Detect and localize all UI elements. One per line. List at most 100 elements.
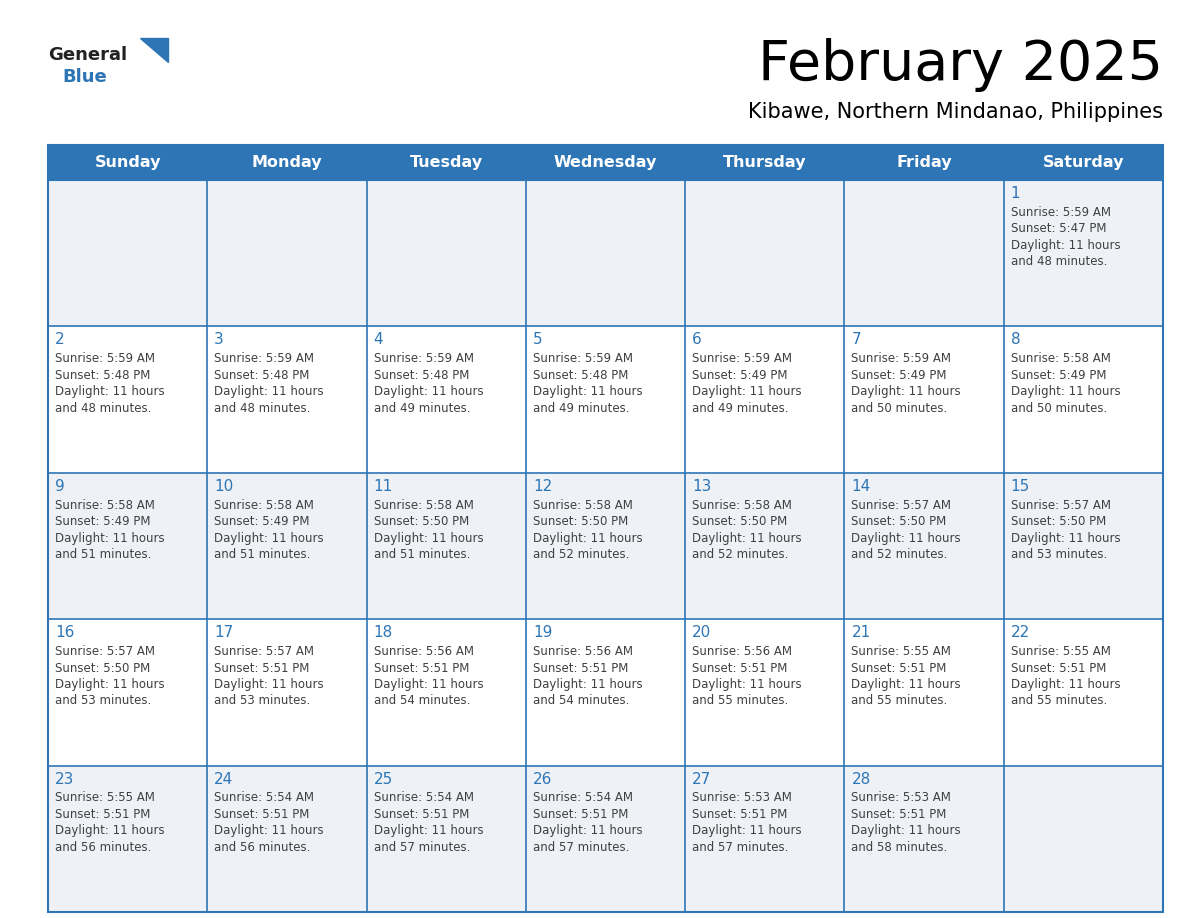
- Text: Daylight: 11 hours: Daylight: 11 hours: [852, 532, 961, 544]
- Text: Sunset: 5:50 PM: Sunset: 5:50 PM: [533, 515, 628, 528]
- Text: 3: 3: [214, 332, 225, 347]
- Text: and 55 minutes.: and 55 minutes.: [852, 695, 948, 708]
- Text: and 55 minutes.: and 55 minutes.: [693, 695, 789, 708]
- Text: Daylight: 11 hours: Daylight: 11 hours: [373, 824, 484, 837]
- Bar: [48, 180, 1163, 327]
- Text: Sunset: 5:48 PM: Sunset: 5:48 PM: [55, 369, 151, 382]
- Text: Daylight: 11 hours: Daylight: 11 hours: [373, 532, 484, 544]
- Text: Sunrise: 5:59 AM: Sunrise: 5:59 AM: [55, 353, 154, 365]
- Text: 12: 12: [533, 479, 552, 494]
- Text: Sunrise: 5:59 AM: Sunrise: 5:59 AM: [533, 353, 633, 365]
- Text: and 53 minutes.: and 53 minutes.: [55, 695, 151, 708]
- Text: 4: 4: [373, 332, 384, 347]
- Text: Sunset: 5:50 PM: Sunset: 5:50 PM: [693, 515, 788, 528]
- Text: Sunday: Sunday: [94, 155, 160, 170]
- Text: Daylight: 11 hours: Daylight: 11 hours: [1011, 386, 1120, 398]
- Text: Daylight: 11 hours: Daylight: 11 hours: [852, 386, 961, 398]
- Text: 2: 2: [55, 332, 64, 347]
- Text: and 50 minutes.: and 50 minutes.: [1011, 402, 1107, 415]
- Text: and 48 minutes.: and 48 minutes.: [214, 402, 310, 415]
- Text: Sunset: 5:51 PM: Sunset: 5:51 PM: [693, 662, 788, 675]
- Text: and 54 minutes.: and 54 minutes.: [373, 695, 470, 708]
- Text: Sunrise: 5:58 AM: Sunrise: 5:58 AM: [533, 498, 633, 511]
- Text: Sunset: 5:48 PM: Sunset: 5:48 PM: [373, 369, 469, 382]
- Text: Sunrise: 5:56 AM: Sunrise: 5:56 AM: [373, 645, 474, 658]
- Text: 23: 23: [55, 772, 75, 787]
- Text: and 57 minutes.: and 57 minutes.: [373, 841, 470, 854]
- Text: and 56 minutes.: and 56 minutes.: [55, 841, 151, 854]
- Text: Daylight: 11 hours: Daylight: 11 hours: [373, 678, 484, 691]
- Text: Sunset: 5:49 PM: Sunset: 5:49 PM: [55, 515, 151, 528]
- Text: 19: 19: [533, 625, 552, 640]
- Text: Sunset: 5:51 PM: Sunset: 5:51 PM: [214, 662, 310, 675]
- Text: Sunset: 5:49 PM: Sunset: 5:49 PM: [1011, 369, 1106, 382]
- Text: Sunset: 5:51 PM: Sunset: 5:51 PM: [693, 808, 788, 821]
- Text: Daylight: 11 hours: Daylight: 11 hours: [214, 532, 324, 544]
- Text: Daylight: 11 hours: Daylight: 11 hours: [852, 824, 961, 837]
- Text: 9: 9: [55, 479, 65, 494]
- Text: and 50 minutes.: and 50 minutes.: [852, 402, 948, 415]
- Text: Daylight: 11 hours: Daylight: 11 hours: [1011, 678, 1120, 691]
- Text: and 52 minutes.: and 52 minutes.: [852, 548, 948, 561]
- Text: Daylight: 11 hours: Daylight: 11 hours: [55, 386, 165, 398]
- Polygon shape: [140, 38, 168, 62]
- Text: Sunrise: 5:55 AM: Sunrise: 5:55 AM: [55, 791, 154, 804]
- Text: Sunset: 5:48 PM: Sunset: 5:48 PM: [214, 369, 310, 382]
- Text: 1: 1: [1011, 186, 1020, 201]
- Text: Daylight: 11 hours: Daylight: 11 hours: [533, 824, 643, 837]
- Text: 14: 14: [852, 479, 871, 494]
- Text: Daylight: 11 hours: Daylight: 11 hours: [693, 824, 802, 837]
- Text: 21: 21: [852, 625, 871, 640]
- Text: Sunrise: 5:54 AM: Sunrise: 5:54 AM: [533, 791, 633, 804]
- Text: Sunrise: 5:57 AM: Sunrise: 5:57 AM: [214, 645, 315, 658]
- Text: and 52 minutes.: and 52 minutes.: [693, 548, 789, 561]
- Text: Sunrise: 5:59 AM: Sunrise: 5:59 AM: [373, 353, 474, 365]
- Text: Daylight: 11 hours: Daylight: 11 hours: [852, 678, 961, 691]
- Text: Sunset: 5:51 PM: Sunset: 5:51 PM: [55, 808, 151, 821]
- Text: Sunset: 5:50 PM: Sunset: 5:50 PM: [852, 515, 947, 528]
- Text: and 56 minutes.: and 56 minutes.: [214, 841, 310, 854]
- Text: and 49 minutes.: and 49 minutes.: [373, 402, 470, 415]
- Text: and 49 minutes.: and 49 minutes.: [533, 402, 630, 415]
- Text: and 58 minutes.: and 58 minutes.: [852, 841, 948, 854]
- Text: and 48 minutes.: and 48 minutes.: [1011, 255, 1107, 268]
- Text: 5: 5: [533, 332, 543, 347]
- Text: Sunrise: 5:54 AM: Sunrise: 5:54 AM: [373, 791, 474, 804]
- Text: Daylight: 11 hours: Daylight: 11 hours: [533, 386, 643, 398]
- Bar: [48, 145, 1163, 912]
- Text: 8: 8: [1011, 332, 1020, 347]
- Text: Sunrise: 5:58 AM: Sunrise: 5:58 AM: [55, 498, 154, 511]
- Text: Tuesday: Tuesday: [410, 155, 482, 170]
- Text: 28: 28: [852, 772, 871, 787]
- Text: Sunrise: 5:53 AM: Sunrise: 5:53 AM: [693, 791, 792, 804]
- Text: and 53 minutes.: and 53 minutes.: [1011, 548, 1107, 561]
- Text: Daylight: 11 hours: Daylight: 11 hours: [693, 532, 802, 544]
- Text: Daylight: 11 hours: Daylight: 11 hours: [55, 532, 165, 544]
- Text: Kibawe, Northern Mindanao, Philippines: Kibawe, Northern Mindanao, Philippines: [748, 102, 1163, 122]
- Text: Daylight: 11 hours: Daylight: 11 hours: [533, 678, 643, 691]
- Text: Daylight: 11 hours: Daylight: 11 hours: [693, 386, 802, 398]
- Text: Sunset: 5:51 PM: Sunset: 5:51 PM: [214, 808, 310, 821]
- Text: Sunrise: 5:59 AM: Sunrise: 5:59 AM: [693, 353, 792, 365]
- Text: 24: 24: [214, 772, 234, 787]
- Text: 7: 7: [852, 332, 861, 347]
- Text: 25: 25: [373, 772, 393, 787]
- Text: Sunrise: 5:58 AM: Sunrise: 5:58 AM: [693, 498, 792, 511]
- Text: Daylight: 11 hours: Daylight: 11 hours: [214, 824, 324, 837]
- Text: Sunset: 5:50 PM: Sunset: 5:50 PM: [373, 515, 469, 528]
- Text: Daylight: 11 hours: Daylight: 11 hours: [373, 386, 484, 398]
- Text: and 48 minutes.: and 48 minutes.: [55, 402, 151, 415]
- Text: and 51 minutes.: and 51 minutes.: [55, 548, 151, 561]
- Text: 13: 13: [693, 479, 712, 494]
- Text: Daylight: 11 hours: Daylight: 11 hours: [214, 386, 324, 398]
- Text: Daylight: 11 hours: Daylight: 11 hours: [55, 678, 165, 691]
- Bar: [48, 180, 1163, 912]
- Text: Sunset: 5:50 PM: Sunset: 5:50 PM: [55, 662, 150, 675]
- Text: Sunset: 5:51 PM: Sunset: 5:51 PM: [852, 808, 947, 821]
- Text: Saturday: Saturday: [1043, 155, 1124, 170]
- Text: Sunrise: 5:57 AM: Sunrise: 5:57 AM: [1011, 498, 1111, 511]
- Text: Daylight: 11 hours: Daylight: 11 hours: [533, 532, 643, 544]
- Text: Sunset: 5:51 PM: Sunset: 5:51 PM: [533, 662, 628, 675]
- Text: Sunrise: 5:53 AM: Sunrise: 5:53 AM: [852, 791, 952, 804]
- Text: 16: 16: [55, 625, 75, 640]
